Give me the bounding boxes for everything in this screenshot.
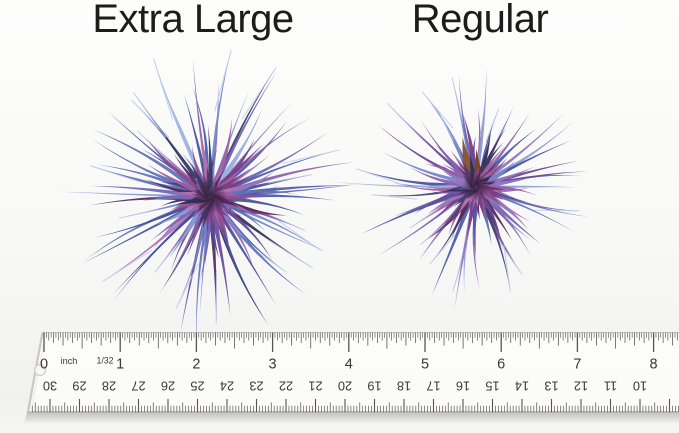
ruler-cm-number: 29 xyxy=(72,379,86,394)
ruler-cm-number: 11 xyxy=(604,379,617,394)
ruler-body xyxy=(24,332,679,424)
ruler-shadow xyxy=(24,412,679,424)
ruler-inch-number: 5 xyxy=(421,357,429,373)
ruler-inch-number: 3 xyxy=(269,357,277,373)
ruler-cm-number: 21 xyxy=(308,379,322,394)
ruler-cm-number: 19 xyxy=(367,379,381,394)
ruler-cm-number: 15 xyxy=(485,379,499,394)
ruler-cm-number: 20 xyxy=(338,379,352,394)
ruler-cm-number: 13 xyxy=(544,379,558,394)
ruler-cm-number: 12 xyxy=(574,379,588,394)
ruler-inch-number: 7 xyxy=(573,357,581,373)
ruler-inch-number: 0 xyxy=(40,357,48,373)
ruler-cm-number: 10 xyxy=(633,379,647,394)
ruler-cm-number: 25 xyxy=(190,379,204,394)
ruler-cm-number: 24 xyxy=(220,379,234,394)
ruler-cm-number: 26 xyxy=(161,379,175,394)
ruler-cm-number: 22 xyxy=(279,379,293,394)
ruler-inch-number: 2 xyxy=(192,357,200,373)
ruler-ticks xyxy=(31,332,679,412)
ruler-cm-number: 14 xyxy=(515,379,529,394)
ruler-cm-number: 23 xyxy=(249,379,263,394)
regular-plant-core xyxy=(461,172,491,202)
ruler-cm-number: 17 xyxy=(426,379,440,394)
ruler-cm-number: 30 xyxy=(43,379,57,394)
ruler-cm-number: 16 xyxy=(456,379,470,394)
ruler-inch-number: 1 xyxy=(116,357,124,373)
ruler-hole xyxy=(33,363,47,377)
ruler-fraction-label: 1/32 xyxy=(96,356,113,366)
ruler-inch-number: 8 xyxy=(650,357,658,373)
label-regular: Regular xyxy=(411,0,549,41)
label-extra-large: Extra Large xyxy=(92,0,294,41)
ruler-inch-number: 6 xyxy=(497,357,505,373)
ruler-cm-number: 18 xyxy=(397,379,411,394)
ruler-unit-label: inch xyxy=(61,356,78,366)
ruler-cm-number: 27 xyxy=(131,379,145,394)
extra-large-plant xyxy=(60,49,360,346)
ruler-cm-number: 28 xyxy=(102,379,116,394)
ruler-inch-number: 4 xyxy=(345,357,353,373)
extra-large-plant-core xyxy=(192,179,228,215)
regular-plant xyxy=(331,67,589,309)
